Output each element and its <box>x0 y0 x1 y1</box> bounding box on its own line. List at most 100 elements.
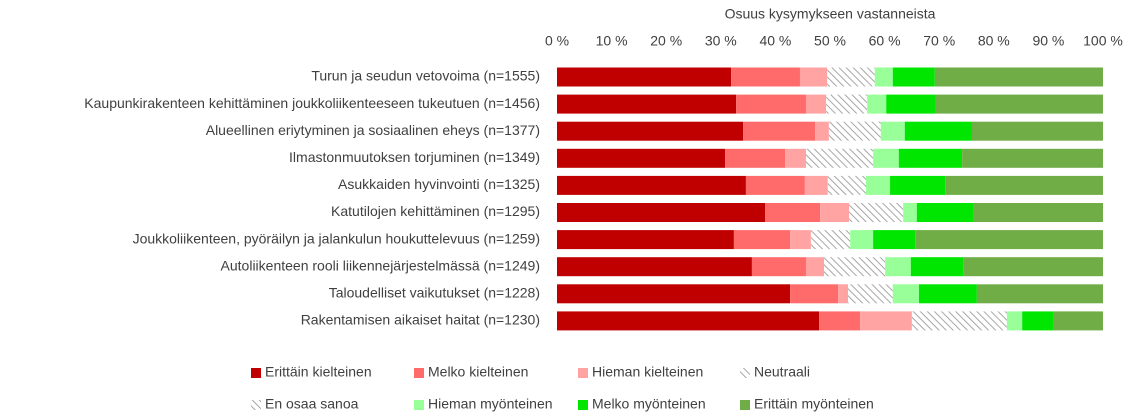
bar-segment <box>892 284 919 304</box>
bar-segment <box>557 121 744 141</box>
bar-segment <box>885 257 911 277</box>
bar-segment <box>874 67 893 87</box>
bar-segment <box>886 94 936 114</box>
bar-segment <box>880 121 905 141</box>
bar-segment <box>751 257 806 277</box>
legend-label: Hieman kielteinen <box>592 364 703 380</box>
bar-segment <box>804 175 828 195</box>
bar-segment <box>904 121 972 141</box>
x-tick-label: 10 % <box>596 33 628 49</box>
legend-swatch <box>414 400 424 410</box>
bar-segment <box>790 230 811 250</box>
bar-segment <box>820 203 850 222</box>
bar-segment <box>557 148 726 168</box>
bar-segment <box>918 284 977 304</box>
bar-segment <box>910 257 964 277</box>
bar-segment <box>826 94 861 114</box>
bar-segment <box>819 311 861 331</box>
legend-swatch <box>251 400 261 410</box>
x-tick-label: 60 % <box>869 33 901 49</box>
bar-segment <box>557 175 746 195</box>
bar-segment <box>962 148 1103 168</box>
legend-swatch <box>578 400 588 410</box>
bar-segment <box>805 94 827 114</box>
bar-segment <box>838 284 849 304</box>
y-tick-label: Joukkoliikenteen, pyöräilyn ja jalankulu… <box>133 230 540 246</box>
bar-segment <box>903 203 917 222</box>
x-tick-label: 40 % <box>759 33 791 49</box>
x-tick-label: 90 % <box>1032 33 1064 49</box>
bar-segment <box>1006 311 1023 331</box>
bar-segment <box>805 257 824 277</box>
bar-segment <box>843 230 851 250</box>
bar-segment <box>823 257 878 277</box>
axis-title: Osuus kysymykseen vastanneista <box>725 6 936 22</box>
x-tick-label: 50 % <box>814 33 846 49</box>
bar-segment <box>915 230 1103 250</box>
legend-swatch <box>251 368 261 378</box>
bar-segment <box>976 284 1103 304</box>
bar-segment <box>971 121 1103 141</box>
bar-segment <box>1053 311 1103 331</box>
legend-swatch <box>414 368 424 378</box>
bar-segment <box>963 257 1103 277</box>
bar-segment <box>827 67 869 87</box>
legend-label: Melko myönteinen <box>592 396 706 412</box>
bar-segment <box>865 148 874 168</box>
x-tick-label: 0 % <box>545 33 569 49</box>
bar-segment <box>873 230 916 250</box>
bar-segment <box>935 94 1103 114</box>
bar-segment <box>859 175 867 195</box>
bar-segment <box>557 94 737 114</box>
y-tick-label: Kaupunkirakenteen kehittäminen joukkolii… <box>84 95 540 111</box>
bar-segment <box>736 94 806 114</box>
bar-segment <box>827 175 860 195</box>
bar-segment <box>892 67 935 87</box>
y-tick-label: Alueellinen eriytyminen ja sosiaalinen e… <box>206 122 540 138</box>
legend-label: Neutraali <box>754 364 810 380</box>
bar-segment <box>886 284 893 304</box>
legend-swatch <box>740 368 750 378</box>
bar-segment <box>860 311 912 331</box>
y-tick-label: Rakentamisen aikaiset haitat (n=1230) <box>301 312 540 328</box>
bar-segment <box>850 230 874 250</box>
bar-segment <box>731 67 800 87</box>
y-tick-label: Turun ja seudun vetovoima (n=1555) <box>311 68 540 84</box>
bar-segment <box>848 284 887 304</box>
x-tick-label: 80 % <box>978 33 1010 49</box>
bar-segment <box>868 67 875 87</box>
bar-segment <box>890 175 946 195</box>
bar-segment <box>1022 311 1054 331</box>
bar-segment <box>765 203 821 222</box>
bar-segment <box>866 175 891 195</box>
bar-segment <box>874 121 881 141</box>
legend-swatch <box>578 368 588 378</box>
legend-label: En osaa sanoa <box>265 396 359 412</box>
bar-segment <box>743 121 816 141</box>
bar-segment <box>557 67 732 87</box>
y-tick-label: Autoliikenteen rooli liikennejärjestelmä… <box>221 257 540 273</box>
legend-label: Erittäin kielteinen <box>265 364 372 380</box>
y-tick-label: Asukkaiden hyvinvointi (n=1325) <box>338 176 540 192</box>
bar-segment <box>725 148 786 168</box>
x-tick-label: 70 % <box>923 33 955 49</box>
bar-segment <box>867 94 887 114</box>
bar-segment <box>945 175 1103 195</box>
legend-label: Melko kielteinen <box>428 364 528 380</box>
bar-segment <box>973 203 1103 222</box>
bar-segment <box>785 148 806 168</box>
bar-segment <box>805 148 866 168</box>
bar-segment <box>745 175 805 195</box>
bar-segment <box>733 230 791 250</box>
bar-segment <box>895 203 904 222</box>
bar-segment <box>557 257 752 277</box>
bar-segment <box>911 311 999 331</box>
legend-label: Hieman myönteinen <box>428 396 553 412</box>
bar-segment <box>860 94 868 114</box>
legend-label: Erittäin myönteinen <box>754 396 874 412</box>
bar-segment <box>877 257 886 277</box>
bar-segment <box>557 284 791 304</box>
bar-segment <box>557 230 734 250</box>
bar-segment <box>557 311 820 331</box>
